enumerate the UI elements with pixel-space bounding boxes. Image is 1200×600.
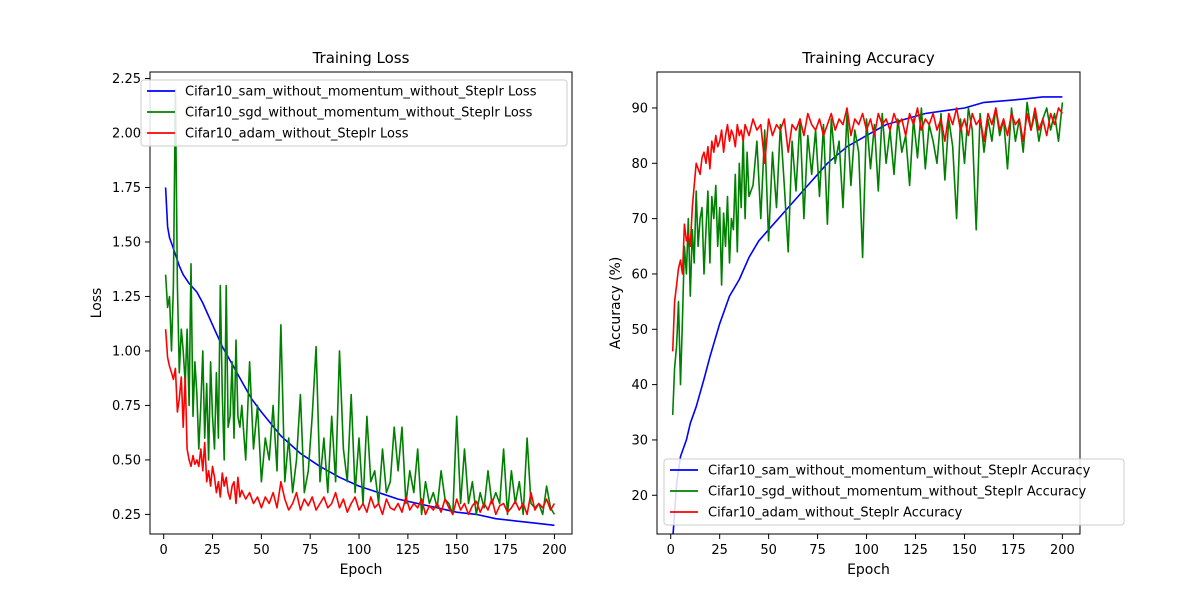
x-axis-label: Epoch (340, 562, 383, 578)
series-line-1 (671, 101, 1064, 416)
y-tick-label: 30 (631, 433, 648, 448)
y-tick-label: 60 (631, 267, 648, 282)
y-tick-label: 20 (631, 489, 648, 504)
series-line-0 (164, 187, 555, 527)
y-tick-label: 0.25 (112, 508, 141, 523)
x-tick-label: 100 (347, 543, 372, 558)
plot-frame (656, 71, 1081, 535)
y-tick-label: 50 (631, 323, 648, 338)
legend-label: Cifar10_sgd_without_momentum_without_Ste… (708, 485, 1087, 500)
x-tick-label: 175 (493, 543, 518, 558)
legend-label: Cifar10_sam_without_momentum_without_Ste… (708, 464, 1091, 479)
legend: Cifar10_sam_without_momentum_without_Ste… (140, 79, 568, 147)
x-tick-label: 75 (302, 543, 319, 558)
series-line-0 (672, 96, 1063, 534)
accuracy-plot: Training Accuracy 0 25 50 75 100 125 150 175 200 2… (608, 49, 1125, 578)
x-tick-label: 25 (204, 543, 221, 558)
y-axis-label: Loss (89, 288, 105, 319)
legend-box (140, 79, 568, 147)
y-tick-label: 1.75 (112, 181, 141, 196)
x-tick-label: 175 (1001, 543, 1026, 558)
x-tick-label: 50 (760, 543, 777, 558)
legend-label: Cifar10_adam_without_Steplr Loss (185, 127, 409, 142)
x-tick-label: 125 (395, 543, 420, 558)
chart-title: Training Accuracy (801, 49, 935, 67)
x-axis-label: Epoch (847, 562, 890, 578)
y-tick-label: 40 (631, 378, 648, 393)
series-line-2 (164, 329, 556, 516)
y-axis-label: Accuracy (%) (608, 257, 624, 350)
x-tick-label: 100 (854, 543, 879, 558)
legend: Cifar10_sam_without_momentum_without_Ste… (663, 458, 1125, 526)
legend-label: Cifar10_adam_without_Steplr Accuracy (708, 506, 963, 521)
x-tick-label: 150 (952, 543, 977, 558)
y-tick-label: 1.50 (112, 235, 141, 250)
x-tick-label: 150 (444, 543, 469, 558)
y-tick-label: 0.50 (112, 453, 141, 468)
y-tick-label: 1.25 (112, 290, 141, 305)
series-line-1 (164, 88, 556, 516)
y-tick-label: 1.00 (112, 344, 141, 359)
legend-box (663, 458, 1125, 526)
plot-frame (149, 71, 573, 535)
x-tick-label: 0 (667, 543, 675, 558)
y-tick-label: 80 (631, 157, 648, 172)
x-tick-label: 75 (809, 543, 826, 558)
legend-label: Cifar10_sgd_without_momentum_without_Ste… (185, 106, 533, 121)
series-line-2 (671, 107, 1064, 352)
x-tick-label: 25 (711, 543, 728, 558)
x-tick-label: 200 (542, 543, 567, 558)
y-tick-label: 2.25 (112, 72, 141, 87)
y-tick-label: 0.75 (112, 399, 141, 414)
x-tick-label: 0 (160, 543, 168, 558)
y-tick-label: 2.00 (112, 127, 141, 142)
x-tick-label: 50 (253, 543, 270, 558)
y-tick-label: 90 (631, 101, 648, 116)
x-tick-label: 125 (903, 543, 928, 558)
y-tick-label: 70 (631, 212, 648, 227)
chart-title: Training Loss (312, 49, 410, 67)
loss-plot: Training Loss 0 25 50 75 100 125 150 175 200 0.25 0… (89, 49, 573, 578)
x-tick-label: 200 (1050, 543, 1075, 558)
legend-label: Cifar10_sam_without_momentum_without_Ste… (185, 85, 537, 100)
